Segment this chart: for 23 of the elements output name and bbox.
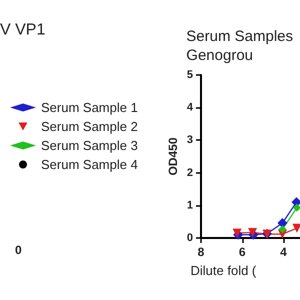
y-tick-label: 0	[186, 232, 193, 244]
y-tick-label: 3	[186, 134, 193, 146]
text: 0	[15, 243, 22, 257]
y-tick-label: 1	[186, 199, 193, 212]
y-tick-label: 5	[186, 69, 193, 81]
chart-title: Serum Samples Genogrou	[186, 28, 294, 64]
text: V VP1	[0, 22, 46, 38]
y-tick-label: 2	[186, 166, 193, 179]
legend-label: Serum Sample 1	[41, 100, 138, 115]
legend-label: Serum Sample 2	[41, 119, 138, 134]
x-tick-label: 6	[238, 245, 246, 259]
y-axis-title: OD450	[166, 137, 180, 176]
y-tick-label: 4	[186, 102, 194, 114]
point	[277, 218, 288, 228]
legend-label: Serum Sample 4	[41, 157, 138, 172]
point	[292, 204, 300, 212]
point	[248, 228, 258, 237]
point	[278, 225, 286, 234]
x-tick-label: 4	[280, 245, 288, 259]
x-axis-title: Dilute fold (	[190, 263, 257, 278]
point	[292, 224, 300, 233]
x-tick-label: 8	[198, 245, 205, 259]
legend-label: Serum Sample 3	[41, 138, 138, 153]
